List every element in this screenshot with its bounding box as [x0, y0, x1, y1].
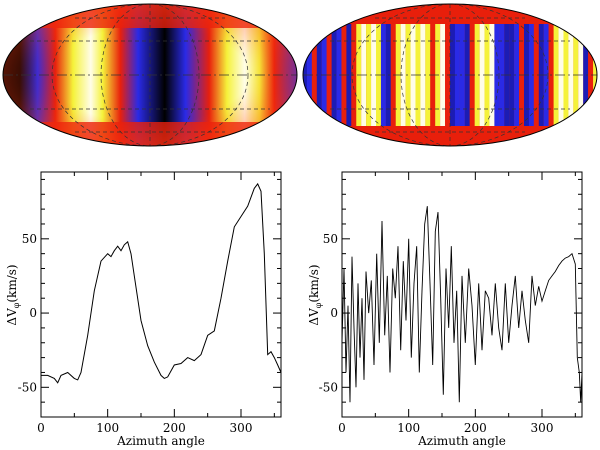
- map-right-stripe-21: [405, 24, 411, 126]
- map-right-stripe-43: [514, 24, 520, 126]
- map-right-stripe-42: [509, 24, 515, 126]
- plot-right-xtick-label-0: 0: [338, 421, 346, 435]
- map-left-outline: [2, 3, 298, 147]
- plot-right-ylabel-unit: (km/s): [307, 264, 321, 302]
- plot-right-series-line: [341, 206, 583, 403]
- plot-left: 0 100 200 300 -50 0 50 Azimuth angle ΔVφ(km/s): [5, 171, 282, 448]
- map-right-stripe-3: [316, 24, 322, 126]
- map-right-stripe-25: [425, 24, 431, 126]
- plot-left-xlabel: Azimuth angle: [116, 434, 205, 448]
- plot-right-ylabel: ΔVφ(km/s): [307, 264, 323, 325]
- plot-left-ticks: 0 100 200 300 -50 0 50: [18, 172, 281, 435]
- map-right-stripe-36: [479, 24, 485, 126]
- plot-left-ylabel-unit: (km/s): [5, 264, 19, 302]
- plot-left-series-line: [41, 182, 282, 384]
- plot-left-xtick-label-1: 100: [96, 421, 119, 435]
- map-right-stripe-53: [563, 24, 569, 126]
- plot-left-ylabel: ΔVφ(km/s): [5, 264, 21, 325]
- plot-right-xlabel: Azimuth angle: [417, 434, 506, 448]
- map-right-stripe-24: [420, 24, 426, 126]
- plot-right: 0 100 200 300 -50 0 50 Azimuth angle ΔVφ(km/s): [307, 171, 583, 448]
- plot-right-ytick-label-0: -50: [319, 380, 338, 394]
- map-right-stripe-14: [371, 24, 377, 126]
- map-right-stripe-47: [533, 24, 539, 126]
- map-right-stripe-20: [400, 24, 406, 126]
- plot-right-ylabel-sub: φ: [314, 302, 323, 308]
- plot-left-xtick-label-0: 0: [37, 421, 45, 435]
- svg-text:ΔVφ(km/s): ΔVφ(km/s): [5, 264, 21, 325]
- plot-left-xtick-label-3: 300: [230, 421, 253, 435]
- plot-left-ylabel-sub: φ: [12, 302, 21, 308]
- svg-text:ΔVφ(km/s): ΔVφ(km/s): [307, 264, 323, 325]
- plot-left-xtick-label-2: 200: [163, 421, 186, 435]
- plot-right-xtick-label-3: 300: [531, 421, 554, 435]
- map-left: [2, 3, 298, 147]
- plot-left-ylabel-main: ΔV: [5, 308, 19, 326]
- plot-left-ytick-label-0: -50: [18, 380, 37, 394]
- map-right-stripe-31: [454, 24, 460, 126]
- plot-right-xtick-label-1: 100: [397, 421, 420, 435]
- plot-right-xtick-label-2: 200: [464, 421, 487, 435]
- map-right-stripe-32: [459, 24, 465, 126]
- plot-left-ytick-label-2: 50: [22, 232, 37, 246]
- map-right-stripe-54: [568, 24, 574, 126]
- map-right-stripe-57: [583, 24, 589, 126]
- plot-right-ytick-label-1: 0: [330, 306, 338, 320]
- plot-right-ylabel-main: ΔV: [307, 308, 321, 326]
- map-right: [302, 3, 598, 147]
- plot-right-ytick-label-2: 50: [323, 232, 338, 246]
- plot-right-frame: [341, 171, 583, 418]
- map-right-stripe-46: [528, 24, 534, 126]
- plot-left-frame: [40, 171, 282, 418]
- map-right-stripe-58: [588, 24, 594, 126]
- map-right-outline: [302, 3, 598, 147]
- map-right-stripe-13: [366, 24, 372, 126]
- plot-left-ytick-label-1: 0: [29, 306, 37, 320]
- map-right-stripe-35: [474, 24, 480, 126]
- map-right-stripe-2: [311, 24, 317, 126]
